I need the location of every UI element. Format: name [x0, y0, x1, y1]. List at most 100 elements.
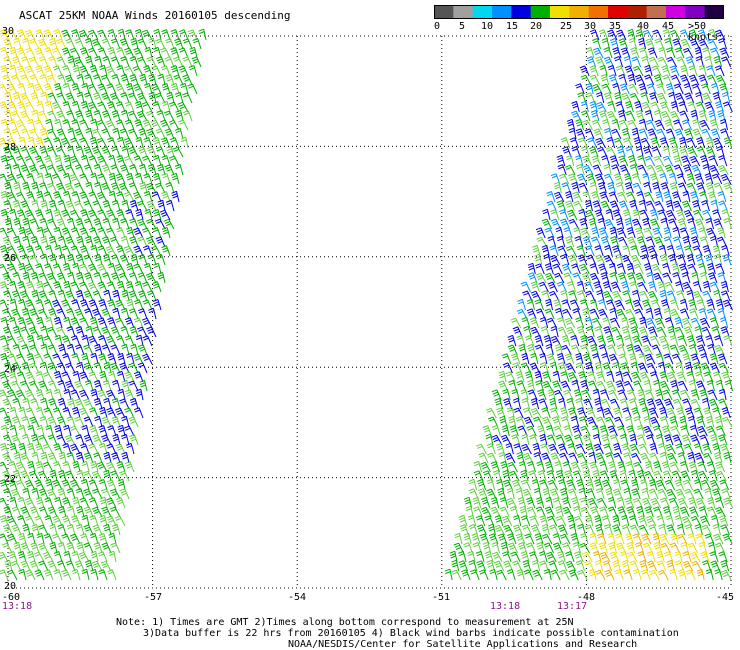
wind-barb: [636, 505, 645, 518]
wind-barb: [0, 118, 9, 131]
wind-barb: [526, 542, 536, 554]
wind-barb: [71, 119, 81, 131]
wind-barb: [120, 235, 130, 248]
wind-barb: [590, 506, 600, 518]
wind-barb: [157, 271, 166, 284]
wind-barb: [69, 425, 81, 437]
wind-barb: [96, 461, 108, 473]
wind-barb: [110, 326, 121, 338]
wind-barb: [542, 416, 553, 428]
wind-barb: [76, 91, 85, 104]
wind-barb: [7, 101, 18, 113]
wind-barb: [53, 227, 63, 239]
wind-barb: [596, 289, 605, 302]
wind-barb: [587, 497, 599, 509]
wind-barb: [675, 281, 684, 293]
wind-barb: [546, 191, 556, 203]
wind-barb: [114, 515, 126, 527]
wind-barb: [566, 154, 575, 167]
wind-barb: [617, 506, 627, 518]
wind-barb: [37, 470, 49, 482]
wind-barb: [639, 316, 648, 329]
wind-barb: [89, 407, 99, 419]
wind-barb: [523, 325, 532, 338]
wind-barb: [49, 469, 58, 482]
wind-barb: [708, 155, 719, 167]
wind-barb: [572, 470, 583, 482]
wind-barb: [54, 334, 63, 347]
wind-barb: [534, 253, 543, 266]
wind-barb: [65, 200, 76, 212]
wind-barb: [592, 164, 603, 176]
wind-barb: [170, 47, 180, 59]
wind-barb: [116, 209, 126, 221]
wind-barb: [30, 398, 40, 410]
wind-barb: [25, 209, 36, 221]
wind-barb: [507, 334, 517, 347]
wind-barb: [679, 29, 690, 41]
wind-barb: [47, 452, 58, 464]
wind-barb: [102, 236, 112, 248]
wind-barb: [603, 407, 614, 419]
wind-barb: [83, 344, 94, 356]
wind-barb: [162, 100, 171, 113]
wind-barb: [703, 371, 714, 383]
wind-barb: [70, 389, 81, 401]
wind-barb: [19, 92, 31, 104]
wind-barb: [550, 218, 562, 230]
wind-barb: [85, 235, 94, 248]
lon-label: -51: [432, 592, 451, 603]
wind-barb: [152, 172, 162, 185]
wind-barb: [2, 74, 13, 86]
wind-barb: [42, 371, 54, 383]
wind-barb: [575, 443, 586, 455]
wind-barb: [61, 533, 72, 545]
wind-barb: [532, 559, 541, 572]
wind-barb: [513, 514, 522, 527]
wind-barb: [60, 137, 72, 149]
wind-barb: [602, 119, 611, 131]
wind-barb: [106, 515, 117, 527]
wind-barb: [694, 452, 705, 464]
wind-barb: [698, 227, 708, 239]
wind-barb: [544, 263, 554, 275]
wind-barb: [619, 469, 628, 482]
wind-barb: [641, 533, 652, 545]
wind-barb: [589, 461, 599, 473]
wind-barb: [664, 398, 675, 410]
wind-barb: [198, 28, 207, 41]
wind-barb: [607, 344, 617, 356]
wind-barb: [0, 533, 9, 545]
wind-barb: [11, 434, 22, 446]
wind-barb: [720, 280, 729, 293]
wind-barb: [37, 308, 49, 320]
wind-barb: [134, 119, 144, 131]
wind-barb: [682, 47, 694, 59]
wind-barb: [543, 542, 554, 554]
wind-barb: [645, 38, 655, 50]
wind-barb: [698, 506, 708, 518]
wind-barb: [532, 442, 541, 455]
wind-barb: [58, 343, 67, 356]
wind-barb: [83, 506, 94, 518]
wind-barb: [106, 83, 117, 95]
wind-barb: [165, 182, 175, 194]
wind-barb: [627, 73, 637, 86]
wind-barb: [542, 371, 552, 383]
wind-barb: [124, 335, 135, 347]
wind-barb: [70, 245, 81, 257]
wind-barb: [513, 407, 524, 419]
wind-barb: [28, 470, 40, 482]
wind-barb: [666, 290, 677, 302]
wind-barb: [549, 524, 559, 536]
wind-barb: [700, 353, 710, 365]
wind-barb: [491, 389, 502, 401]
wind-barb: [534, 370, 543, 383]
wind-barb: [141, 353, 153, 365]
wind-barb: [107, 569, 117, 581]
wind-barb: [102, 253, 112, 266]
wind-barb: [692, 245, 703, 257]
wind-barb: [117, 352, 126, 365]
wind-barb: [98, 335, 108, 347]
wind-barb: [629, 164, 639, 176]
